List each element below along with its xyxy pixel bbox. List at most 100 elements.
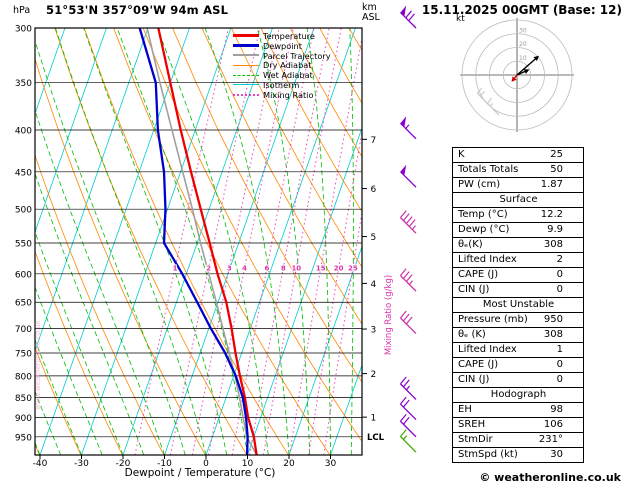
hodograph-ring-label: 20 (519, 41, 527, 48)
table-row-value: 308 (543, 239, 563, 250)
table-row-value: 50 (550, 164, 563, 175)
wind-barb-column (399, 5, 417, 453)
pressure-unit-label: hPa (13, 5, 31, 16)
legend-item: Isotherm (233, 80, 331, 90)
legend-label: Temperature (263, 30, 315, 41)
x-axis-tick-label: 10 (242, 459, 254, 469)
pressure-tick-label: 450 (15, 168, 32, 178)
table-row-value: 1.87 (540, 179, 563, 190)
table-row-label: Lifted Index (458, 344, 517, 355)
pressure-tick-label: 500 (15, 206, 32, 216)
altitude-unit-label: km ASL (362, 2, 380, 23)
legend: Temperature Dewpoint Parcel Trajectory Dry … (233, 31, 331, 100)
table-row: θₑ (K) 308 (453, 328, 583, 343)
mixing-ratio-value-labels: 1 2 3 4 6 8 10 15 20 25 (172, 263, 359, 273)
plot-border (34, 27, 363, 456)
legend-label: Wet Adiabat (263, 70, 313, 81)
table-row-label: StmSpd (kt) (458, 449, 518, 460)
table-row-label: CAPE (J) (458, 269, 499, 280)
x-axis-tick-label: 20 (283, 459, 295, 469)
table-row-label: K (458, 149, 465, 160)
datetime-label: 15.11.2025 00GMT (Base: 12) (421, 3, 622, 17)
pressure-tick-label: 650 (15, 299, 32, 309)
table-row-value: 98 (550, 404, 563, 415)
table-row-value: 1 (556, 344, 563, 355)
table-row-label: PW (cm) (458, 179, 501, 190)
legend-label: Dewpoint (263, 40, 302, 51)
table-row: Totals Totals 50 (453, 163, 583, 178)
x-axis-tick-label: -10 (157, 459, 172, 469)
hodograph-ring (502, 60, 532, 90)
table-row-value: 9.9 (547, 224, 563, 235)
table-row-value: 0 (556, 269, 563, 280)
indices-table: K 25 Totals Totals 50 PW (cm) 1.87 Surface Temp… (452, 147, 584, 463)
km-tick-label: 4 (371, 280, 377, 290)
table-row: Dewp (°C) 9.9 (453, 223, 583, 238)
hodograph-arrow (511, 74, 518, 82)
pressure-tick-label: 300 (15, 25, 32, 35)
svg-text:4: 4 (242, 264, 247, 272)
x-axis-tick-label: 0 (203, 459, 209, 469)
wind-barb (486, 97, 500, 116)
table-row: SREH 106 (453, 418, 583, 433)
wind-barb (476, 87, 490, 106)
legend-swatch (233, 44, 259, 48)
svg-text:10: 10 (291, 264, 301, 272)
table-row: Lifted Index 2 (453, 253, 583, 268)
pressure-tick-label: 400 (15, 127, 32, 137)
table-row: Temp (°C) 12.2 (453, 208, 583, 223)
pressure-axis-labels: 300 350 400 450 500 550 600 650 700 750 800 850 900 9… (15, 25, 32, 444)
wind-barb (399, 376, 417, 400)
table-row: θₑ(K) 308 (453, 238, 583, 253)
table-row: PW (cm) 1.87 (453, 178, 583, 193)
mixing-ratio-axis-label: Mixing Ratio (g/kg) (384, 275, 394, 355)
wind-barb (399, 164, 417, 188)
table-row: CAPE (J) 0 (453, 358, 583, 373)
table-row-value: 106 (543, 419, 563, 430)
table-row-value: 0 (556, 374, 563, 385)
legend-label: Dry Adiabat (263, 60, 312, 71)
svg-text:25: 25 (348, 264, 358, 272)
legend-item: Wet Adiabat (233, 70, 331, 80)
watermark-text: www.weatheronline.co.uk (34, 319, 42, 410)
svg-text:6: 6 (264, 264, 269, 272)
legend-item: Parcel Trajectory (233, 51, 331, 61)
svg-text:2: 2 (206, 264, 211, 272)
pressure-tick-label: 350 (15, 79, 32, 89)
hodograph-ring-label: 30 (519, 27, 527, 34)
wind-barb (399, 5, 417, 29)
hodograph: 10 20 30 kt (456, 14, 574, 132)
table-section-header: Most Unstable (453, 298, 583, 313)
table-row-value: 25 (550, 149, 563, 160)
table-row-label: θₑ(K) (458, 239, 483, 250)
table-row-label: Temp (°C) (458, 209, 508, 220)
table-row: K 25 (453, 148, 583, 163)
parcel-curve (146, 28, 258, 455)
pressure-tick-label: 850 (15, 394, 32, 404)
table-row-label: CAPE (J) (458, 359, 499, 370)
legend-label: Parcel Trajectory (263, 50, 331, 61)
table-row-value: 231° (538, 434, 563, 445)
legend-item: Temperature (233, 31, 331, 41)
km-tick-label: 1 (371, 414, 377, 424)
legend-item: Dry Adiabat (233, 60, 331, 70)
pressure-tick-label: 550 (15, 239, 32, 249)
pressure-tick-label: 900 (15, 414, 32, 424)
table-row-label: θₑ (K) (458, 329, 486, 340)
table-row-value: 0 (556, 359, 563, 370)
table-row-label: SREH (458, 419, 486, 430)
x-axis-tick-label: -20 (116, 459, 131, 469)
pressure-tick-label: 950 (15, 433, 32, 443)
pressure-tick-label: 800 (15, 372, 32, 382)
svg-text:15: 15 (316, 264, 326, 272)
legend-item: Dewpoint (233, 41, 331, 51)
km-tick-label: 7 (371, 136, 377, 146)
table-row-value: 950 (543, 314, 563, 325)
table-row: EH 98 (453, 403, 583, 418)
pressure-tick-label: 750 (15, 349, 32, 359)
table-row: StmSpd (kt) 30 (453, 448, 583, 463)
legend-swatch (233, 64, 259, 66)
table-section-header: Surface (453, 193, 583, 208)
legend-label: Isotherm (263, 79, 300, 90)
